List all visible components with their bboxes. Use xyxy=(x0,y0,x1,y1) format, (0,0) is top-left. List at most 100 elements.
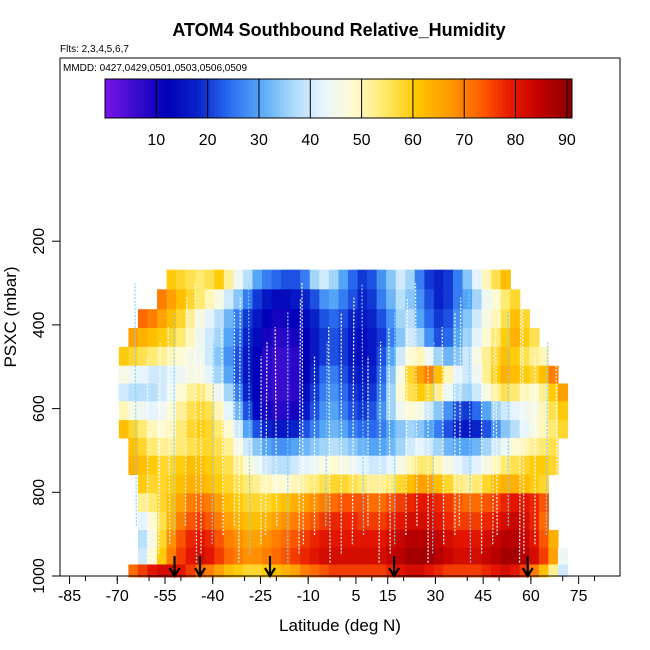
heatmap-cell xyxy=(347,309,359,329)
heatmap-cell xyxy=(491,289,502,310)
heatmap-cell xyxy=(424,437,435,457)
heatmap-cell xyxy=(443,564,454,578)
heatmap-cell xyxy=(481,289,492,310)
heatmap-cell xyxy=(185,512,196,531)
colorbar-swatch xyxy=(459,79,464,118)
heatmap-cell xyxy=(290,269,301,290)
x-axis-label: Latitude (deg N) xyxy=(279,616,401,635)
colorbar-swatch xyxy=(248,79,254,118)
heatmap-cell xyxy=(223,493,235,513)
heatmap-cell xyxy=(262,328,273,348)
dates-label: MMDD: 0427,0429,0501,0503,0506,0509 xyxy=(63,63,247,74)
heatmap-cell xyxy=(271,365,282,385)
heatmap-cell xyxy=(433,529,445,549)
heatmap-cell xyxy=(300,328,311,348)
heatmap-cell xyxy=(252,365,263,385)
heatmap-cell xyxy=(557,547,569,566)
heatmap-cell xyxy=(386,529,397,549)
colorbar-swatch xyxy=(338,79,343,118)
colorbar-swatch xyxy=(396,79,402,118)
heatmap-cell xyxy=(319,269,330,290)
heatmap-cell xyxy=(204,289,215,310)
heatmap-cell xyxy=(347,269,359,290)
heatmap-cell xyxy=(500,455,511,476)
heatmap-cell xyxy=(242,529,254,549)
colorbar-swatch xyxy=(194,79,199,118)
heatmap-cell xyxy=(347,420,359,439)
heatmap-cell xyxy=(300,346,311,367)
heatmap-cell xyxy=(281,289,292,310)
heatmap-cell xyxy=(557,383,569,402)
heatmap-cell xyxy=(405,455,416,476)
heatmap-cell xyxy=(491,547,502,566)
colorbar-swatch xyxy=(303,79,308,118)
heatmap-cell xyxy=(510,401,521,421)
heatmap-cell xyxy=(262,455,273,476)
heatmap-cell xyxy=(491,328,502,348)
heatmap-cell xyxy=(128,328,139,348)
heatmap-cell xyxy=(223,420,235,439)
x-axis: -85 -70 -55 -40 -25 -10 5 15 30 45 60 75 xyxy=(58,576,596,605)
colorbar-swatch xyxy=(143,79,149,118)
colorbar-swatch xyxy=(556,79,561,118)
heatmap-cell xyxy=(510,289,521,310)
heatmap-cell xyxy=(452,383,464,402)
y-tick-label: 600 xyxy=(31,395,48,422)
heatmap-cell xyxy=(176,437,187,457)
heatmap-cell xyxy=(376,383,387,402)
heatmap-cell xyxy=(519,529,530,549)
heatmap-cell xyxy=(271,529,282,549)
colorbar-swatch xyxy=(334,79,339,118)
heatmap-cell xyxy=(166,401,177,421)
heatmap-cell xyxy=(386,289,397,310)
heatmap-cell xyxy=(328,269,340,290)
heatmap-cell xyxy=(347,474,359,494)
heatmap-cell xyxy=(395,474,406,494)
colorbar-swatch xyxy=(291,79,297,118)
heatmap-cell xyxy=(452,269,464,290)
heatmap-cell xyxy=(472,269,483,290)
heatmap-cell xyxy=(185,328,196,348)
heatmap-cell xyxy=(214,512,225,531)
heatmap-cell xyxy=(376,269,387,290)
heatmap-cell xyxy=(195,420,206,439)
heatmap-cell xyxy=(319,455,330,476)
heatmap-cell xyxy=(319,365,330,385)
heatmap-cell xyxy=(128,420,139,439)
heatmap-cell xyxy=(424,269,435,290)
heatmap-cell xyxy=(204,564,215,578)
heatmap-cell xyxy=(548,455,559,476)
colorbar-swatch xyxy=(373,79,378,118)
heatmap-cell xyxy=(424,455,435,476)
heatmap-cell xyxy=(137,346,149,367)
heatmap-cell xyxy=(472,328,483,348)
colorbar-swatch xyxy=(540,79,546,118)
heatmap-cell xyxy=(538,529,550,549)
colorbar-swatch xyxy=(435,79,441,118)
heatmap-cell xyxy=(281,269,292,290)
heatmap-cell xyxy=(185,289,196,310)
heatmap-cell xyxy=(443,512,454,531)
heatmap-cell xyxy=(538,365,550,385)
heatmap-cell xyxy=(242,547,254,566)
flight-trace xyxy=(518,297,522,563)
heatmap-cell xyxy=(185,455,196,476)
flight-track-traces xyxy=(134,283,558,563)
heatmap-cell xyxy=(290,564,301,578)
heatmap-cell xyxy=(452,493,464,513)
heatmap-cell xyxy=(271,289,282,310)
heatmap-cell xyxy=(481,401,492,421)
heatmap-cell xyxy=(405,512,416,531)
heatmap-cell xyxy=(290,383,301,402)
heatmap-cell xyxy=(357,493,368,513)
heatmap-cell xyxy=(367,401,378,421)
heatmap-cell xyxy=(452,437,464,457)
heatmap-cell xyxy=(538,346,550,367)
heatmap-cell xyxy=(424,547,435,566)
heatmap-cell xyxy=(338,512,349,531)
heatmap-cell xyxy=(214,474,225,494)
heatmap-cell xyxy=(271,383,282,402)
colorbar-swatch xyxy=(202,79,207,118)
heatmap-cell xyxy=(242,493,254,513)
heatmap-cell xyxy=(510,493,521,513)
